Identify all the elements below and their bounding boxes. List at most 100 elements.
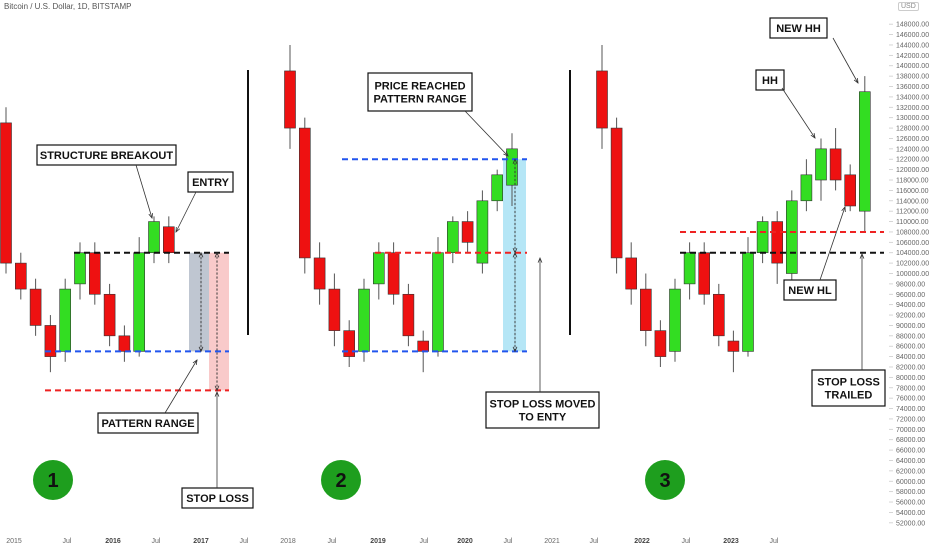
y-tick-label: 80000.00 xyxy=(896,375,925,382)
structure-breakout-arrow-head xyxy=(148,212,153,219)
candle-bear xyxy=(844,174,857,207)
target-zone xyxy=(503,159,526,352)
new-hl-label-box xyxy=(783,279,837,301)
candle-bear xyxy=(712,293,725,337)
candle-bull xyxy=(785,200,798,274)
stop-loss-label-box xyxy=(181,487,254,509)
y-tick-label: 142000.00 xyxy=(896,53,929,60)
candle-bear xyxy=(625,257,638,290)
x-tick-label: Jul xyxy=(63,538,72,545)
currency-button[interactable]: USD xyxy=(898,2,919,11)
pattern-measure-arrow-head xyxy=(198,346,204,353)
x-tick-label: Jul xyxy=(770,538,779,545)
y-tick-label: 128000.00 xyxy=(896,126,929,133)
stop-moved-label-text: STOP LOSS MOVED xyxy=(490,399,596,411)
x-tick-label: 2015 xyxy=(6,538,22,545)
y-tick-label: 122000.00 xyxy=(896,157,929,164)
y-tick-label: 52000.00 xyxy=(896,520,925,527)
structure-breakout-label-box xyxy=(36,144,177,166)
candle-bear xyxy=(103,293,116,337)
pattern-measure-arrow-head xyxy=(512,251,518,258)
candle-bull xyxy=(742,252,754,352)
candle-bull xyxy=(506,148,518,186)
candle-bull xyxy=(858,91,871,212)
candle-bear xyxy=(0,122,12,264)
price-reached-arrow-head xyxy=(503,151,509,157)
stop-loss-zone xyxy=(209,252,229,391)
step-badge-3-number: 3 xyxy=(659,470,670,492)
y-tick-label: 66000.00 xyxy=(896,448,925,455)
y-tick-label: 138000.00 xyxy=(896,74,929,81)
x-tick-label: 2021 xyxy=(544,538,560,545)
step-badge-2-circle xyxy=(321,460,361,500)
candle-bull xyxy=(476,200,489,264)
y-tick-label: 88000.00 xyxy=(896,333,925,340)
x-tick-label: 2018 xyxy=(280,538,296,545)
y-tick-label: 70000.00 xyxy=(896,427,925,434)
x-tick-label: Jul xyxy=(682,538,691,545)
y-tick-label: 132000.00 xyxy=(896,105,929,112)
entry-label-text: ENTRY xyxy=(192,177,230,189)
stop-loss-label-text: STOP LOSS xyxy=(186,493,249,505)
candle-bull xyxy=(133,252,145,352)
y-tick-label: 106000.00 xyxy=(896,240,929,247)
x-tick-label: Jul xyxy=(240,538,249,545)
step-badge-1-circle xyxy=(33,460,73,500)
candle-bear xyxy=(610,127,623,259)
y-tick-label: 90000.00 xyxy=(896,323,925,330)
step-badge-3-circle xyxy=(645,460,685,500)
price-reached-label-text: PRICE REACHED xyxy=(374,81,465,93)
step-badge-1-number: 1 xyxy=(47,470,58,492)
candle-bull xyxy=(669,288,681,352)
stop-moved-label-text: TO ENTY xyxy=(519,412,567,424)
candle-bear xyxy=(387,252,400,295)
candle-bull xyxy=(432,252,444,352)
candle-bear xyxy=(118,335,131,352)
y-tick-label: 86000.00 xyxy=(896,344,925,351)
new-hh-label-box xyxy=(769,17,828,39)
pattern-range-arrow xyxy=(164,359,198,414)
candle-bear xyxy=(461,221,474,243)
y-tick-label: 124000.00 xyxy=(896,146,929,153)
candle-bull xyxy=(815,148,827,181)
x-tick-label: 2020 xyxy=(457,538,473,545)
candle-bear xyxy=(417,340,430,352)
y-tick-label: 136000.00 xyxy=(896,84,929,91)
y-tick-label: 148000.00 xyxy=(896,22,929,29)
y-tick-label: 114000.00 xyxy=(896,198,929,205)
x-tick-label: Jul xyxy=(152,538,161,545)
candle-bear xyxy=(298,127,311,259)
entry-label-box xyxy=(187,171,234,193)
hh-label-text: HH xyxy=(762,75,778,87)
candle-bear xyxy=(343,330,356,357)
y-tick-label: 64000.00 xyxy=(896,458,925,465)
new-hl-arrow xyxy=(819,206,846,281)
candle-bear xyxy=(89,252,101,295)
step-badge-2-number: 2 xyxy=(335,470,346,492)
candle-bull xyxy=(800,174,813,202)
candle-bull xyxy=(446,221,459,254)
hh-arrow-head xyxy=(810,133,816,139)
candle-bear xyxy=(727,340,740,352)
price-reached-label-text: PATTERN RANGE xyxy=(373,94,466,106)
y-tick-label: 112000.00 xyxy=(896,209,929,216)
y-tick-label: 84000.00 xyxy=(896,354,925,361)
candle-bear xyxy=(639,288,652,331)
stop-measure-arrow-head xyxy=(214,385,220,392)
y-tick-label: 108000.00 xyxy=(896,229,929,236)
y-tick-label: 118000.00 xyxy=(896,178,929,185)
candle-bull xyxy=(756,221,769,254)
candle-bull xyxy=(148,221,160,254)
y-tick-label: 100000.00 xyxy=(896,271,929,278)
y-tick-label: 92000.00 xyxy=(896,313,925,320)
pattern-range-arrow-head xyxy=(192,359,198,366)
stop-trailed-label-text: TRAILED xyxy=(825,390,873,402)
candle-bear xyxy=(44,325,57,357)
candle-bear xyxy=(15,262,27,290)
hh-arrow xyxy=(781,87,816,139)
y-tick-label: 146000.00 xyxy=(896,32,929,39)
y-tick-label: 126000.00 xyxy=(896,136,929,143)
candle-bear xyxy=(313,257,326,290)
y-tick-label: 104000.00 xyxy=(896,250,929,257)
